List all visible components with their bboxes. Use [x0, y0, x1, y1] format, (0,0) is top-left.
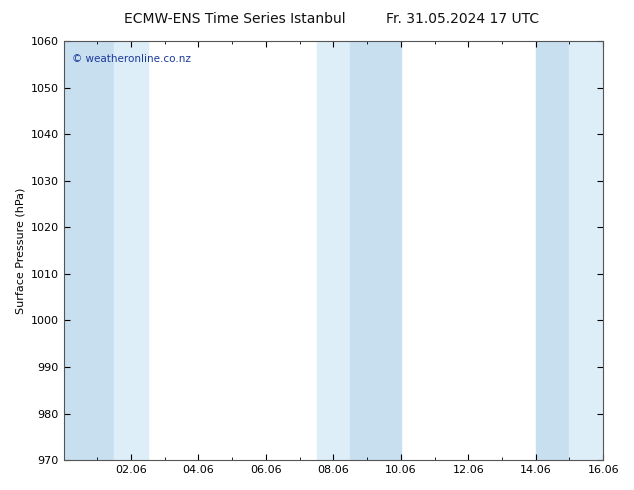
Bar — [536, 41, 569, 460]
Bar — [63, 41, 114, 460]
Text: © weatheronline.co.nz: © weatheronline.co.nz — [72, 53, 190, 64]
Bar — [114, 41, 148, 460]
Bar — [569, 41, 603, 460]
Bar — [350, 41, 401, 460]
Text: ECMW-ENS Time Series Istanbul: ECMW-ENS Time Series Istanbul — [124, 12, 346, 26]
Y-axis label: Surface Pressure (hPa): Surface Pressure (hPa) — [15, 187, 25, 314]
Text: Fr. 31.05.2024 17 UTC: Fr. 31.05.2024 17 UTC — [386, 12, 540, 26]
Bar — [316, 41, 350, 460]
